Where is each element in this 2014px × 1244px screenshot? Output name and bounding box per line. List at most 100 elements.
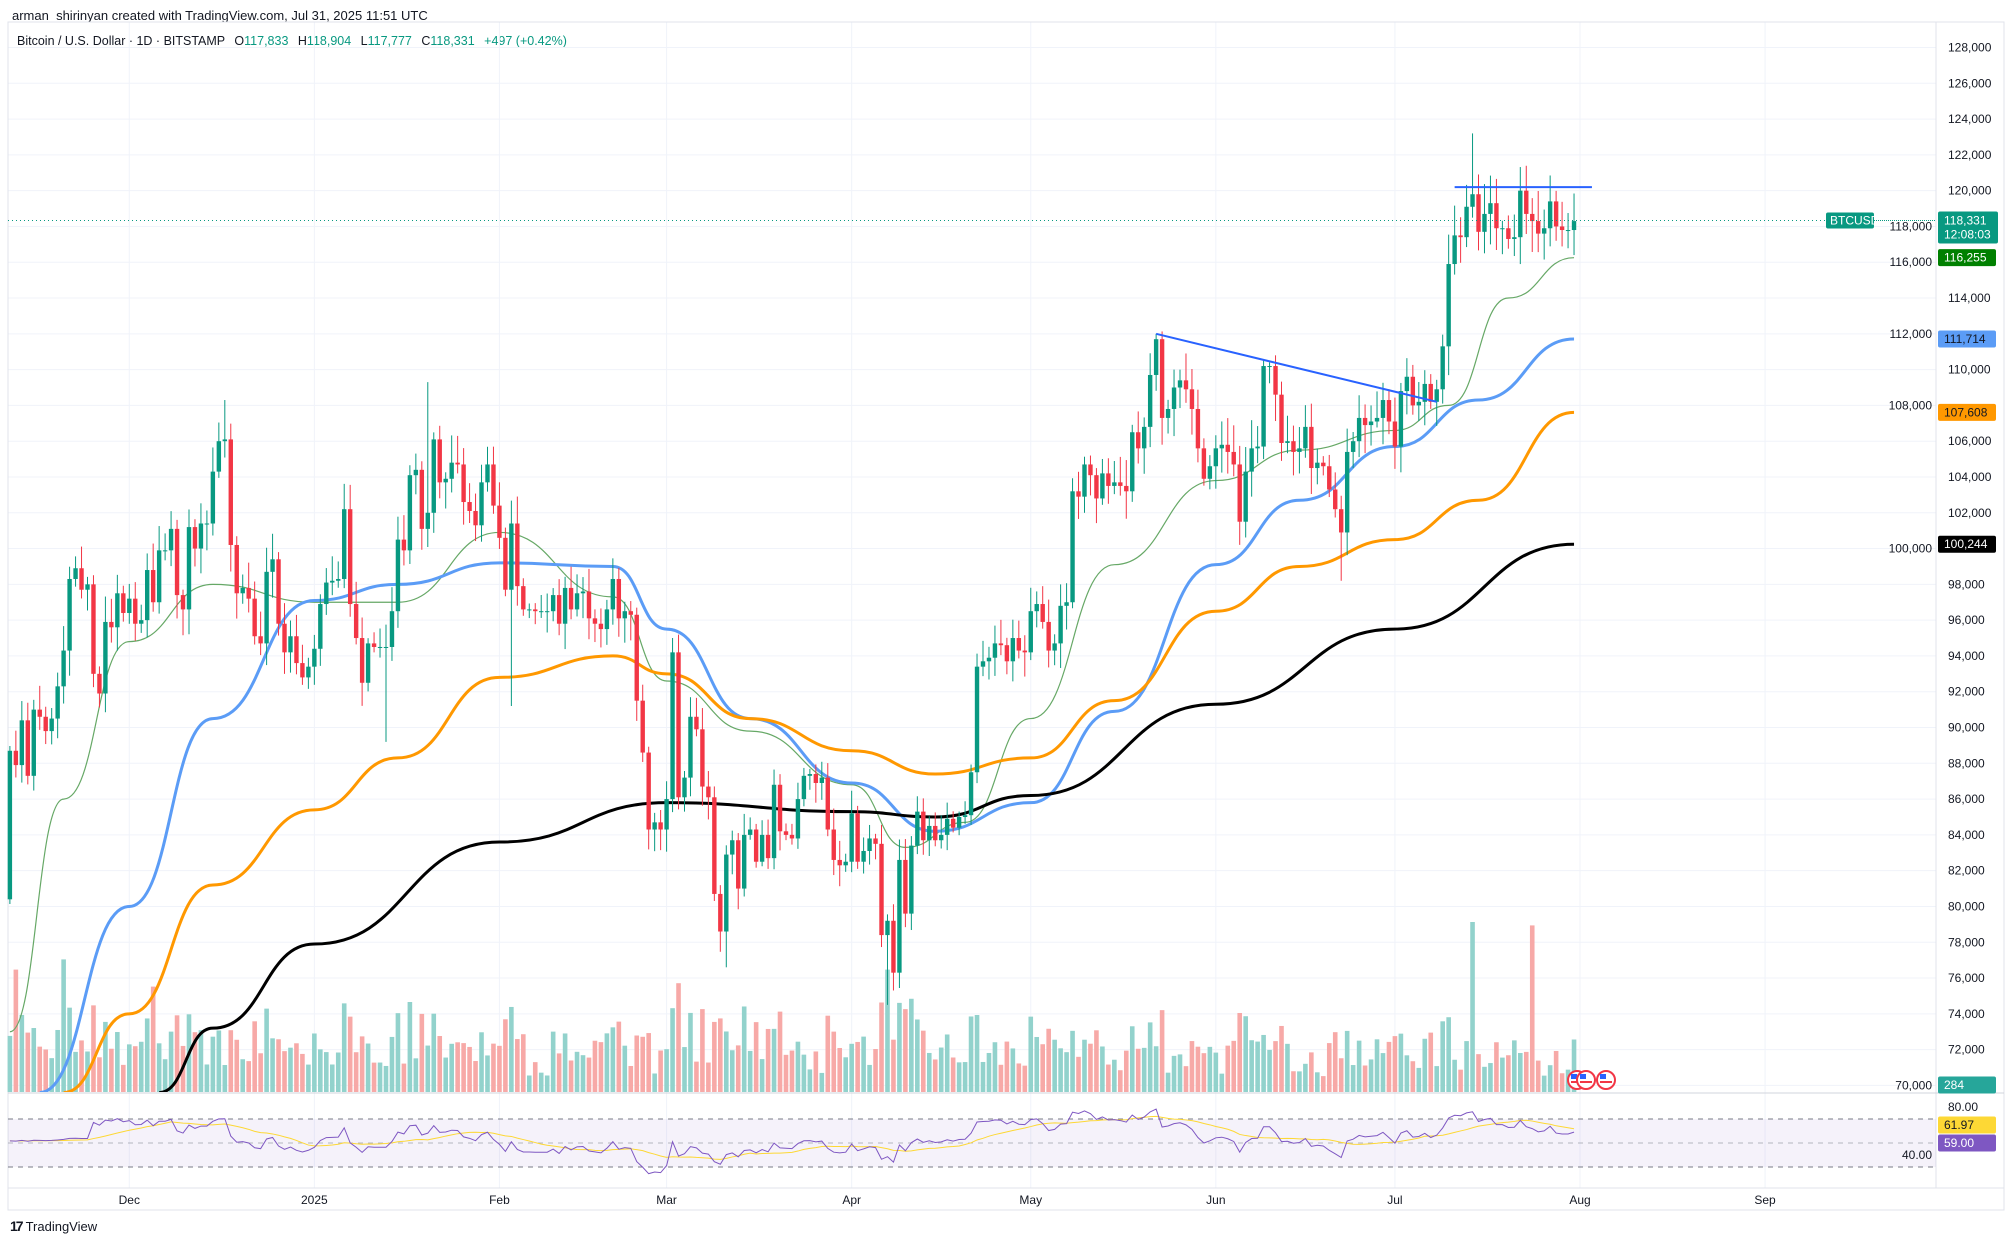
candle-body [61,650,66,687]
candle [1297,427,1302,474]
time-tick-label: Jul [1387,1193,1402,1207]
volume-bar [980,1061,986,1092]
candle [1571,193,1577,256]
us-flag-event-icon[interactable] [1576,1070,1596,1090]
open-label: O [234,34,245,48]
candle-body [837,859,842,866]
candle [127,583,132,624]
volume-bar [1518,1052,1523,1092]
candle [909,836,914,931]
candle [736,833,741,910]
symbol-badge: BTCUSD [1830,214,1880,228]
candle-body [706,786,711,798]
candle-body [7,750,13,900]
candle-body [1028,611,1033,653]
candle [574,574,580,617]
candle [568,566,574,620]
candle [443,472,448,509]
candle [186,509,192,635]
volume-bar [688,1012,693,1092]
volume-bar [1082,1039,1087,1092]
flag-canton [1580,1074,1586,1079]
candle-body [1452,235,1457,265]
moving-average-ma100 [63,410,1575,1092]
candle [933,812,938,847]
candle [974,653,980,784]
candle [1368,405,1374,446]
candle-body [395,539,401,612]
candle-body [186,527,192,610]
candle-body [598,623,604,630]
candle-body [1058,605,1063,644]
candle [336,561,341,588]
high-label: H [297,34,307,48]
volume-bar [1034,1036,1040,1092]
candle [258,611,263,656]
volume-bar [1523,1051,1529,1092]
candle [1249,420,1254,497]
candle-body [330,580,335,583]
price-tick-label: 104,000 [1948,470,1992,484]
candle-body [389,611,395,647]
volume-bar [897,1002,902,1092]
candle [1058,584,1063,668]
volume-bar [138,1041,144,1092]
candle-body [276,559,281,624]
candle [1344,428,1350,556]
candle [891,904,896,991]
candle [730,830,735,875]
volume-bar [694,1061,699,1092]
candle-body [437,439,442,483]
candle-body [688,716,693,778]
tradingview-footer[interactable]: 17 TradingView [10,1218,97,1234]
candle [192,519,198,567]
volume-bar [974,1015,980,1092]
volume-bar [359,1036,365,1092]
volume-bar [371,1062,377,1092]
candle-body [1285,441,1290,443]
candle [312,634,317,685]
candle-body [1380,400,1386,418]
candle [150,543,156,612]
candle-body [1541,228,1547,234]
volume-bar [879,1002,884,1092]
volume-bar [126,1044,132,1092]
candle-body [509,523,514,590]
candle [276,552,281,636]
candle-body [162,550,168,552]
us-flag-event-icon[interactable] [1596,1070,1616,1090]
volume-bar [7,1035,13,1092]
candle-body [873,838,878,844]
candle-body [1559,226,1565,231]
volume-bar [449,1043,454,1092]
candle [210,447,216,536]
candle-body [55,686,60,719]
candle [383,624,389,742]
candle [795,782,801,849]
price-tick-label: 92,000 [1948,685,1985,699]
volume-bar [1076,1056,1081,1092]
candle [467,483,472,523]
close-value: 118,331 [430,34,475,48]
volume-bar [335,1052,341,1092]
volume-bar [1219,1073,1225,1092]
candle-body [1088,464,1093,476]
candle [1040,586,1045,629]
candle [980,640,986,677]
candle [270,533,275,598]
candle [479,464,484,542]
candle-body [168,528,174,551]
candle [353,581,359,645]
time-tick-label: Aug [1569,1193,1590,1207]
volume-bar [401,1063,407,1092]
volume-bar [580,1055,586,1092]
volume-bar [1553,1050,1559,1092]
volume-bar [777,1011,783,1092]
candle [1213,435,1219,489]
volume-bar [1344,1030,1350,1092]
volume-bar [1446,1017,1451,1092]
volume-bar [294,1043,299,1092]
volume-bar [1058,1048,1063,1092]
symbol-name[interactable]: Bitcoin / U.S. Dollar · 1D · BITSTAMP [17,34,225,48]
